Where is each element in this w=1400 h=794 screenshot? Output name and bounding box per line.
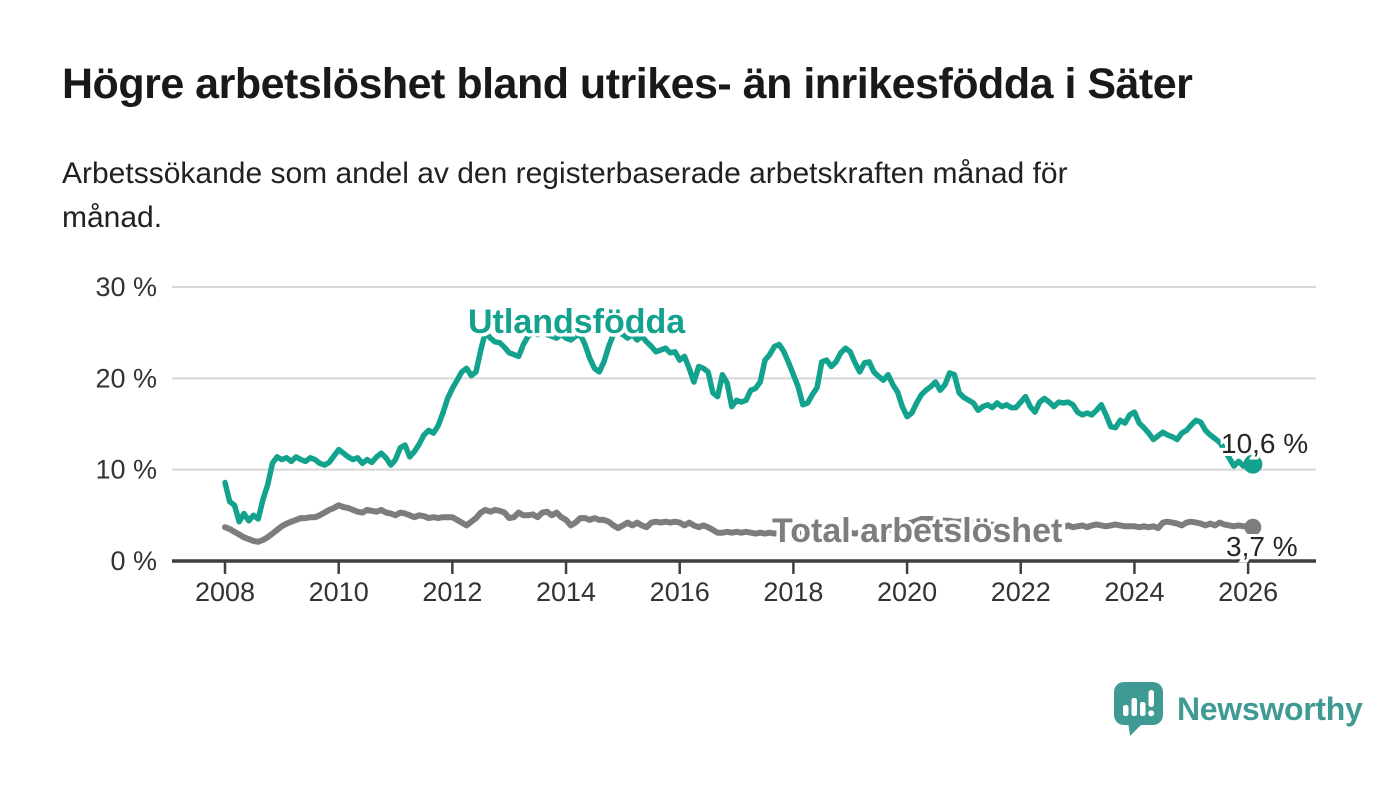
x-tick-label: 2012 <box>422 577 482 607</box>
series-label-utlandsfodda: Utlandsfödda <box>468 303 686 341</box>
page-title: Högre arbetslöshet bland utrikes- än inr… <box>62 60 1193 108</box>
end-value-label-total: 3,7 % <box>1226 531 1298 562</box>
page-subtitle: Arbetssökande som andel av den registerb… <box>62 157 1068 234</box>
series-label-total: Total arbetslöshet <box>772 512 1062 550</box>
series-end-dot-utlandsfodda <box>1243 454 1263 474</box>
series-line-utlandsfodda <box>222 329 1256 525</box>
series-end-dot-total <box>1244 518 1262 536</box>
y-tick-label: 10 % <box>95 455 157 485</box>
x-tick-label: 2022 <box>991 577 1051 607</box>
x-tick-label: 2008 <box>195 577 255 607</box>
x-tick-label: 2010 <box>309 577 369 607</box>
x-tick-label: 2024 <box>1104 577 1164 607</box>
speech-bubble-bar-chart-icon <box>1114 682 1163 736</box>
newsworthy-logo: Newsworthy <box>1112 682 1363 737</box>
y-tick-label: 30 % <box>95 272 157 302</box>
end-value-label-utlandsfodda: 10,6 % <box>1221 428 1308 459</box>
brand-name: Newsworthy <box>1177 691 1363 727</box>
y-tick-label: 20 % <box>95 363 157 393</box>
y-tick-label: 0 % <box>110 546 157 576</box>
x-tick-label: 2014 <box>536 577 596 607</box>
series-line-total <box>222 502 1256 545</box>
x-tick-label: 2018 <box>763 577 823 607</box>
x-tick-label: 2020 <box>877 577 937 607</box>
x-tick-label: 2026 <box>1218 577 1278 607</box>
x-tick-label: 2016 <box>650 577 710 607</box>
